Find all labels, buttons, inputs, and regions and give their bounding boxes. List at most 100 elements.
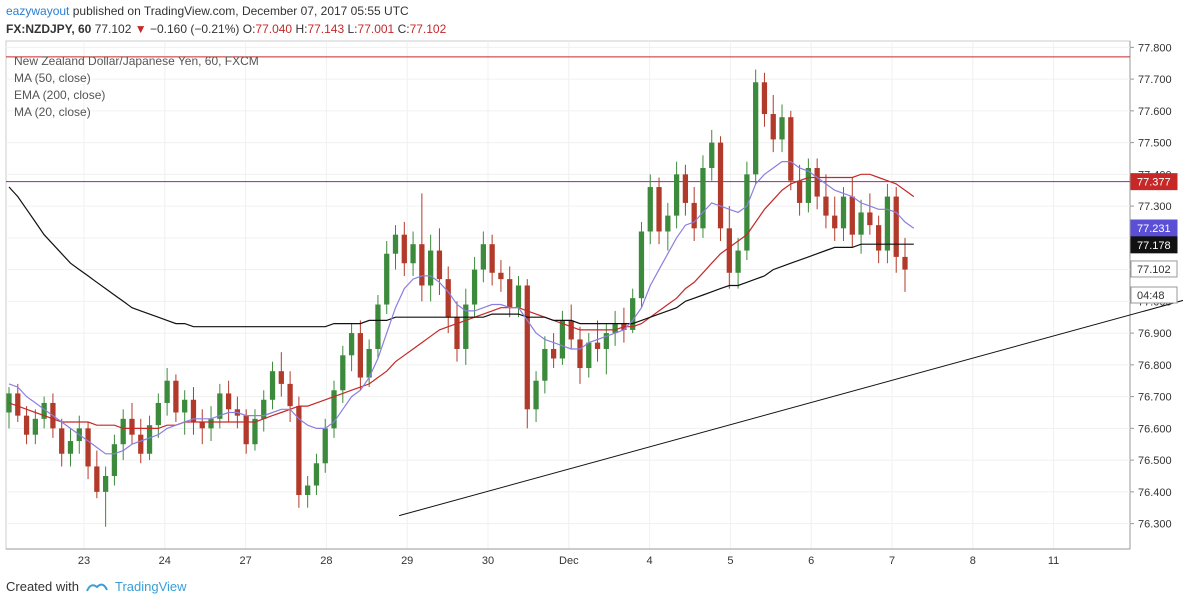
- candle-body: [542, 348, 548, 381]
- high-value: 77.143: [307, 22, 345, 36]
- candle-body: [832, 215, 838, 229]
- candle-body: [753, 82, 759, 175]
- candle-body: [489, 244, 495, 273]
- open-value: 77.040: [255, 22, 293, 36]
- candle-body: [199, 422, 205, 429]
- price-tick-label: 76.900: [1138, 328, 1172, 340]
- time-tick-label: Dec: [559, 555, 579, 567]
- plot-area[interactable]: [5, 40, 1131, 550]
- candle-body: [814, 168, 820, 197]
- time-tick-label: 11: [1048, 555, 1059, 567]
- indicator-lines: [8, 161, 915, 455]
- price-tick-label: 77.600: [1138, 106, 1172, 118]
- footer: Created with TradingView: [6, 579, 187, 594]
- candles: [6, 69, 908, 527]
- support-trendline: [398, 299, 1183, 517]
- candle-body: [102, 475, 109, 492]
- symbol-label: FX:NZDJPY, 60: [6, 22, 92, 36]
- legend-ema200[interactable]: EMA (200, close): [14, 88, 105, 102]
- candle-body: [182, 399, 188, 413]
- time-tick-label: 8: [970, 555, 976, 567]
- price-tick-label: 76.400: [1138, 487, 1172, 499]
- candle-body: [665, 215, 671, 232]
- close-label: C:: [397, 22, 410, 36]
- price-tag-box: [1130, 286, 1178, 304]
- candle-body: [498, 272, 504, 280]
- low-label: L:: [347, 22, 358, 36]
- candle-body: [313, 463, 320, 486]
- candle-body: [111, 444, 118, 476]
- candle-body: [463, 304, 469, 349]
- candle-body: [384, 253, 390, 305]
- candle-body: [305, 485, 311, 496]
- candle-body: [23, 415, 30, 435]
- candle-body: [138, 434, 144, 454]
- time-tick-label: 6: [808, 555, 814, 567]
- price-tag-label: 04:48: [1137, 290, 1165, 302]
- candle-body: [428, 250, 434, 286]
- candle-body: [454, 317, 460, 349]
- candle-body: [691, 202, 697, 229]
- price-change: −0.160 (−0.21%): [149, 22, 240, 36]
- trendlines: [398, 299, 1183, 517]
- time-tick-label: 5: [727, 555, 733, 567]
- candle-body: [296, 406, 302, 496]
- candle-body: [129, 418, 135, 435]
- candle-body: [410, 244, 416, 264]
- tradingview-link[interactable]: TradingView: [114, 579, 187, 594]
- candle-body: [85, 428, 91, 467]
- candle-body: [366, 348, 372, 378]
- time-tick-label: 23: [78, 555, 90, 567]
- candle-body: [577, 339, 583, 369]
- candle-body: [155, 402, 161, 426]
- price-tick-label: 77.500: [1138, 138, 1172, 150]
- open-label: O:: [242, 22, 256, 36]
- candle-body: [331, 390, 337, 429]
- candle-body: [709, 142, 715, 168]
- price-tick-label: 77.800: [1138, 42, 1172, 54]
- candle-body: [858, 212, 864, 235]
- candle-body: [348, 333, 355, 356]
- time-tick-label: 29: [401, 555, 413, 567]
- candle-body: [594, 342, 601, 349]
- time-tick-label: 4: [647, 555, 653, 567]
- price-tick-label: 77.300: [1138, 201, 1172, 213]
- candle-body: [173, 380, 179, 413]
- tradingview-logo-icon: [86, 583, 108, 591]
- candle-body: [41, 402, 47, 419]
- price-tick-label: 76.800: [1138, 360, 1172, 372]
- price-tick-label: 76.300: [1138, 519, 1172, 531]
- candle-body: [217, 393, 223, 419]
- candle-body: [524, 285, 530, 410]
- candle-body: [559, 320, 566, 359]
- candle-body: [94, 466, 100, 492]
- author-link[interactable]: eazywayout: [6, 4, 70, 18]
- candle-body: [761, 82, 768, 115]
- candle-body: [208, 418, 214, 429]
- legend-ma50[interactable]: MA (50, close): [14, 71, 91, 85]
- candle-body: [849, 196, 855, 235]
- time-tick-label: 28: [320, 555, 332, 567]
- candle-body: [656, 187, 662, 232]
- candle-body: [902, 256, 908, 270]
- candle-body: [744, 174, 750, 251]
- candle-body: [471, 269, 478, 305]
- time-tick-label: 30: [482, 555, 494, 567]
- candle-body: [287, 383, 293, 407]
- legend-ma20[interactable]: MA (20, close): [14, 105, 91, 119]
- candle-body: [779, 117, 785, 140]
- close-value: 77.102: [409, 22, 447, 36]
- price-axis[interactable]: 77.80077.70077.60077.50077.40077.30077.2…: [1130, 42, 1172, 531]
- time-axis[interactable]: 23 24 27 28 29 30 Dec 4 5 6 7 8 11: [6, 548, 1130, 567]
- candle-body: [32, 418, 38, 435]
- candle-body: [673, 174, 680, 216]
- time-tick-label: 7: [889, 555, 895, 567]
- candle-body: [638, 231, 645, 299]
- publish-info: eazywayout published on TradingView.com,…: [6, 4, 409, 18]
- candle-body: [823, 196, 829, 216]
- price-tags: 77.377 77.231 77.178 77.102 04:48: [1130, 173, 1178, 304]
- price-tick-label: 76.600: [1138, 423, 1172, 435]
- candle-body: [146, 425, 153, 454]
- publish-text: published on TradingView.com, December 0…: [72, 4, 409, 18]
